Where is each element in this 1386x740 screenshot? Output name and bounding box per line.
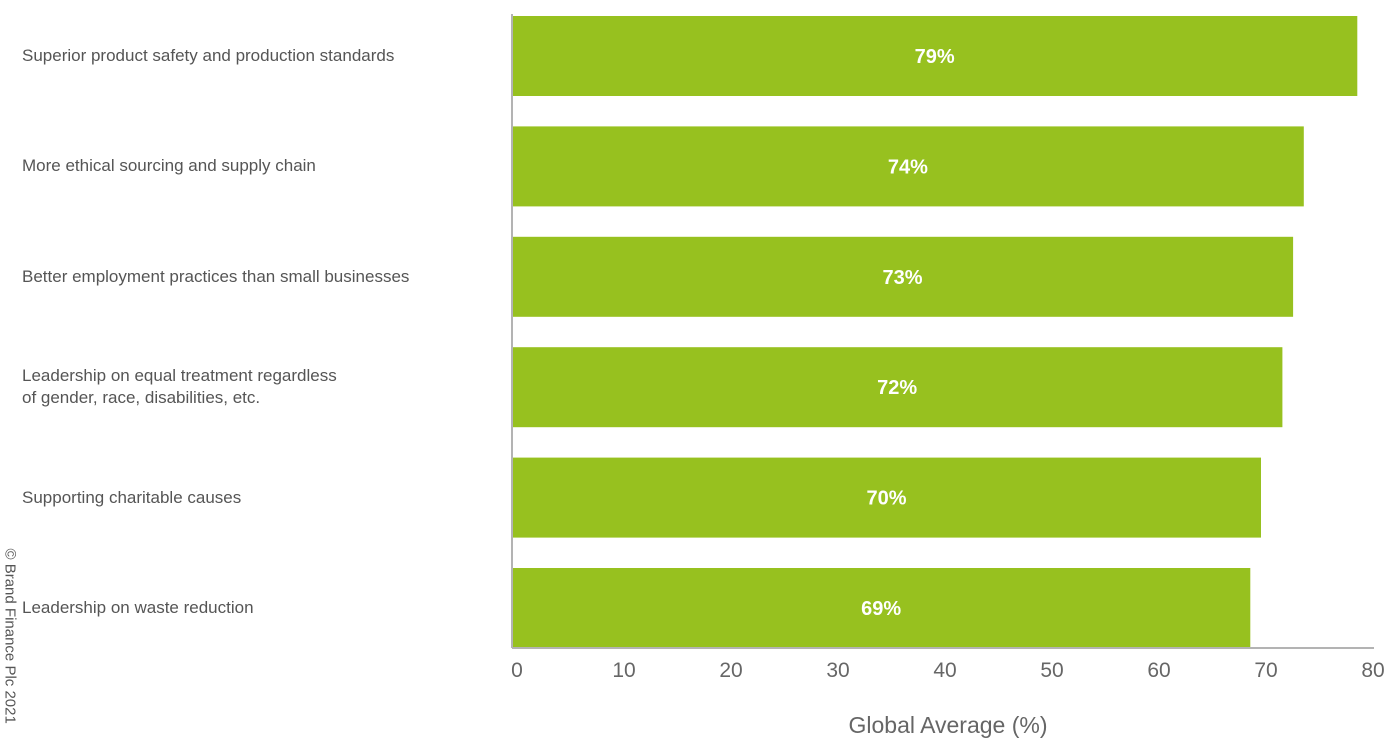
category-label-1: Superior product safety and production s…: [22, 46, 395, 65]
category-label-6: Leadership on waste reduction: [22, 598, 254, 617]
x-tick-label-10: 10: [612, 659, 635, 682]
bar-1: [512, 16, 1358, 96]
bar-3: [512, 236, 1294, 317]
category-label-3: Better employment practices than small b…: [22, 266, 410, 286]
category-label-5: Supporting charitable causes: [22, 487, 242, 507]
x-tick-label-40: 40: [933, 659, 956, 682]
x-axis-title: Global Average (%): [848, 712, 1048, 738]
category-label-4: Leadership on equal treatment regardless…: [22, 366, 337, 408]
bar-4: [512, 347, 1283, 428]
x-tick-label-70: 70: [1254, 659, 1277, 682]
bar-value-label-3: 73%: [883, 267, 923, 289]
bar-value-label-2: 74%: [888, 156, 928, 178]
bar-value-label-1: 79%: [915, 46, 955, 68]
bar-2: [512, 126, 1304, 207]
x-tick-label-50: 50: [1040, 659, 1063, 682]
bar-value-label-4: 72%: [877, 377, 917, 399]
x-tick-label-60: 60: [1147, 659, 1170, 682]
x-tick-label-20: 20: [719, 659, 742, 682]
bar-value-label-5: 70%: [866, 488, 906, 510]
bar-value-label-6: 69%: [861, 598, 901, 620]
x-tick-label-30: 30: [826, 659, 849, 682]
bar-6: [512, 568, 1251, 648]
category-label-2: More ethical sourcing and supply chain: [22, 156, 316, 176]
copyright-watermark: © Brand Finance Plc 2021: [1, 548, 19, 724]
x-tick-label-80: 80: [1361, 659, 1384, 682]
bar-5: [512, 457, 1261, 538]
x-tick-label-0: 0: [511, 659, 523, 682]
